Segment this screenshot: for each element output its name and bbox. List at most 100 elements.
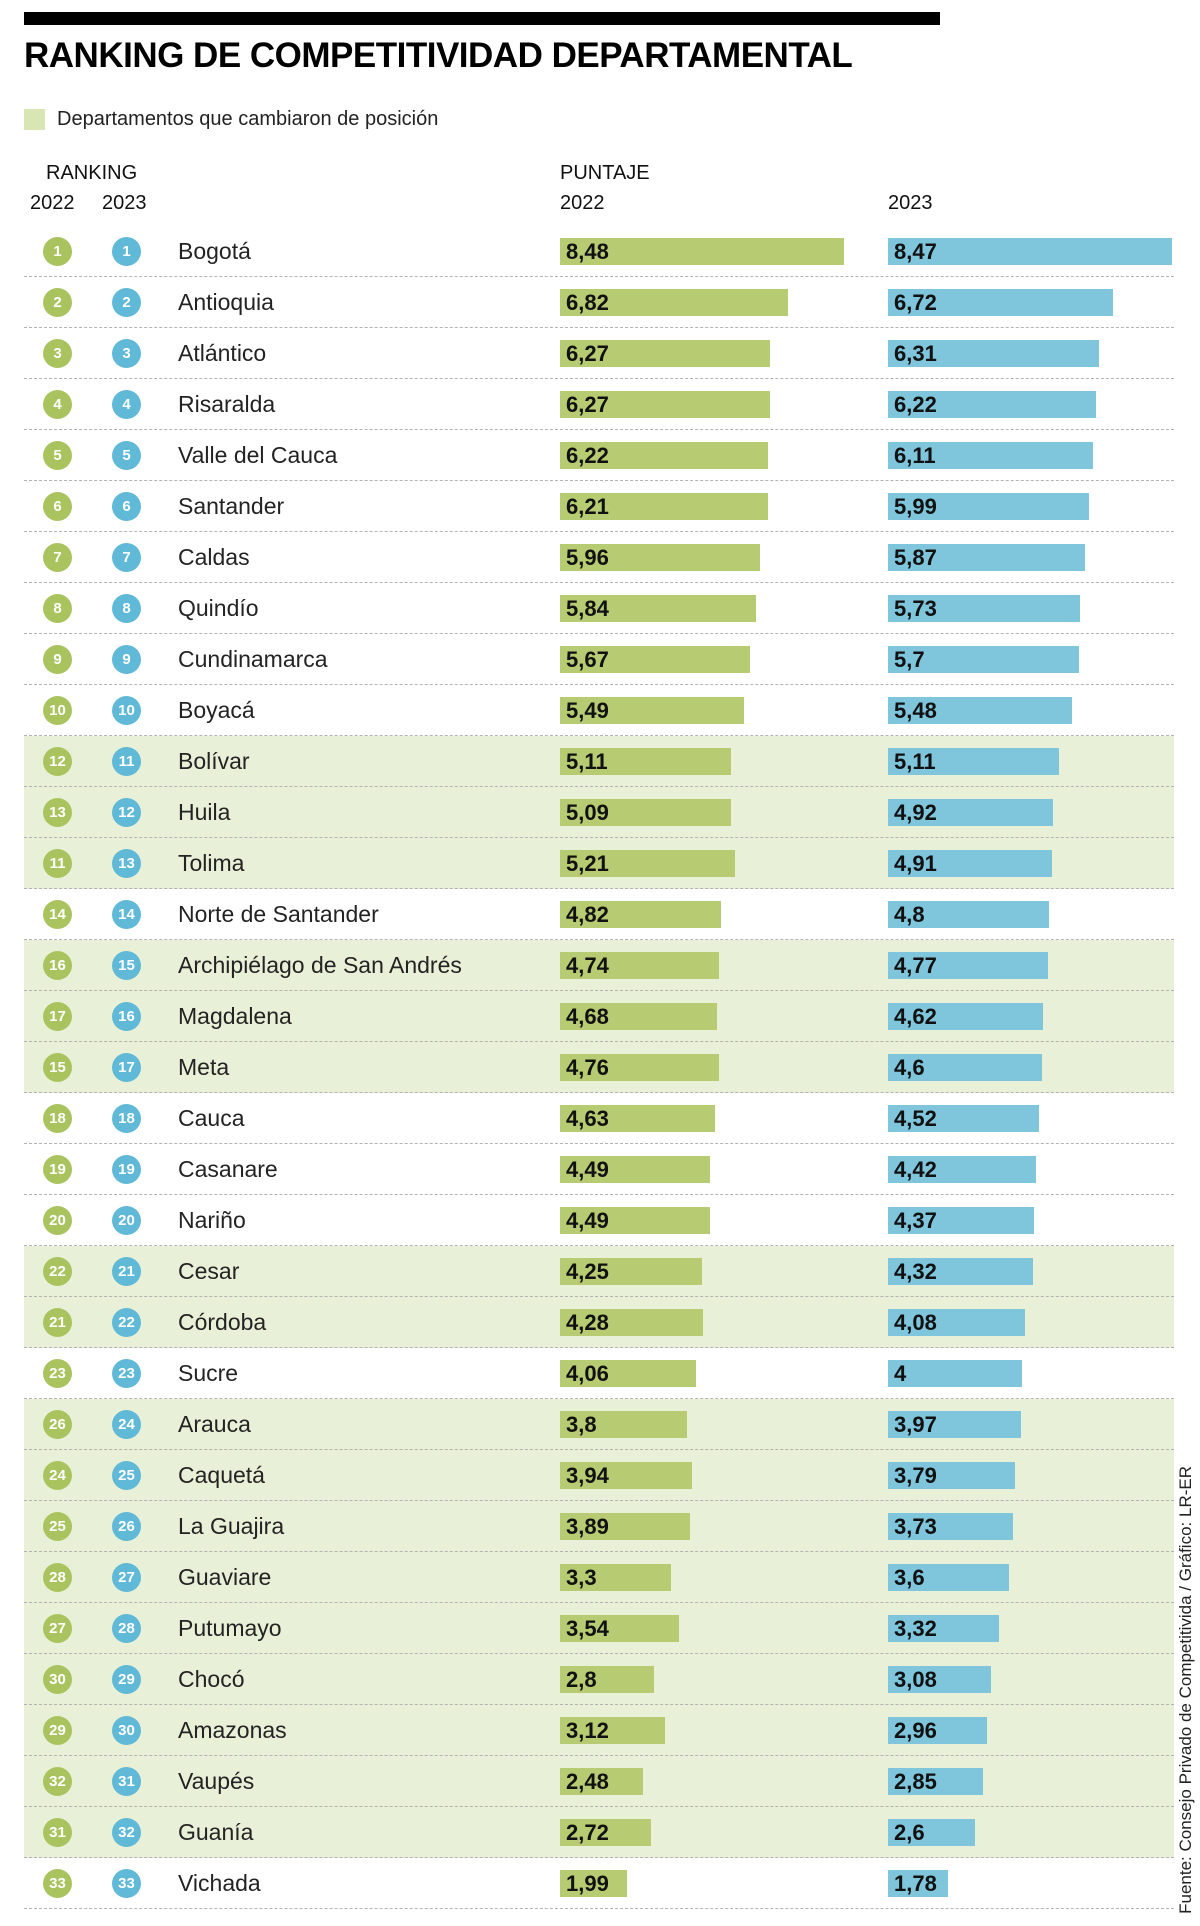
score-2023-label: 3,6 xyxy=(894,1565,925,1590)
department-name: Magdalena xyxy=(178,1003,292,1029)
department-name: Guaviare xyxy=(178,1564,272,1590)
rank-2022-badge: 15 xyxy=(43,1053,72,1082)
score-2023-label: 4,32 xyxy=(894,1259,937,1284)
score-2022-label: 8,48 xyxy=(566,239,609,264)
rank-2022-badge: 5 xyxy=(43,441,72,470)
bar-2022 xyxy=(560,1564,671,1591)
rank-2022-badge: 29 xyxy=(43,1716,72,1745)
rank-2022-badge: 28 xyxy=(43,1563,72,1592)
puntaje-year-2022: 2022 xyxy=(560,192,605,214)
bar-2023 xyxy=(888,289,1113,316)
rank-2022-badge: 11 xyxy=(43,849,72,878)
rank-2023-badge: 5 xyxy=(112,441,141,470)
rank-2023-badge: 29 xyxy=(112,1665,141,1694)
score-2022-label: 3,8 xyxy=(566,1412,597,1437)
bar-2022 xyxy=(560,799,731,826)
table-row: 25 26 La Guajira 3,89 3,73 xyxy=(24,1501,1174,1552)
rank-2023-badge: 2 xyxy=(112,288,141,317)
score-2022-label: 5,67 xyxy=(566,647,609,672)
score-2023-label: 5,7 xyxy=(894,647,925,672)
table-row: 21 22 Córdoba 4,28 4,08 xyxy=(24,1297,1174,1348)
bar-2023 xyxy=(888,340,1099,367)
table-row: 1 1 Bogotá 8,48 8,47 xyxy=(24,226,1174,277)
department-name: Nariño xyxy=(178,1207,246,1233)
bar-2022 xyxy=(560,1768,643,1795)
rank-2023-badge: 32 xyxy=(112,1818,141,1847)
table-row: 31 32 Guanía 2,72 2,6 xyxy=(24,1807,1174,1858)
department-name: Risaralda xyxy=(178,391,276,417)
table-row: 13 12 Huila 5,09 4,92 xyxy=(24,787,1174,838)
score-2022-label: 4,28 xyxy=(566,1310,609,1335)
bar-2022 xyxy=(560,289,788,316)
table-row: 2 2 Antioquia 6,82 6,72 xyxy=(24,277,1174,328)
score-2022-label: 4,82 xyxy=(566,902,609,927)
department-name: Cundinamarca xyxy=(178,646,328,672)
score-2023-label: 4,52 xyxy=(894,1106,937,1131)
rank-2022-badge: 13 xyxy=(43,798,72,827)
top-rule xyxy=(24,12,940,25)
bar-2023 xyxy=(888,442,1093,469)
score-2022-label: 4,49 xyxy=(566,1157,609,1182)
bar-2022 xyxy=(560,646,750,673)
score-2023-label: 4,91 xyxy=(894,851,937,876)
bar-2023 xyxy=(888,646,1079,673)
bar-2023 xyxy=(888,1768,983,1795)
legend-label: Departamentos que cambiaron de posición xyxy=(57,108,439,130)
rank-2023-badge: 26 xyxy=(112,1512,141,1541)
rank-2022-badge: 27 xyxy=(43,1614,72,1643)
rank-2022-badge: 3 xyxy=(43,339,72,368)
bar-2023 xyxy=(888,952,1048,979)
bar-2023 xyxy=(888,1615,999,1642)
rank-2023-badge: 13 xyxy=(112,849,141,878)
rank-2023-badge: 9 xyxy=(112,645,141,674)
score-2023-label: 4,8 xyxy=(894,902,925,927)
department-name: Atlántico xyxy=(178,340,267,366)
rank-2023-badge: 3 xyxy=(112,339,141,368)
bar-2023 xyxy=(888,1360,1022,1387)
department-name: Vichada xyxy=(178,1870,261,1896)
score-2023-label: 5,73 xyxy=(894,596,937,621)
score-2023-label: 4,62 xyxy=(894,1004,937,1029)
department-name: Valle del Cauca xyxy=(178,442,338,468)
table-row: 7 7 Caldas 5,96 5,87 xyxy=(24,532,1174,583)
table-row: 28 27 Guaviare 3,3 3,6 xyxy=(24,1552,1174,1603)
score-2023-label: 4,6 xyxy=(894,1055,925,1080)
department-name: Norte de Santander xyxy=(178,901,379,927)
bar-2023 xyxy=(888,1105,1039,1132)
score-2023-label: 2,96 xyxy=(894,1718,937,1743)
score-2022-label: 4,74 xyxy=(566,953,609,978)
rank-2022-badge: 10 xyxy=(43,696,72,725)
score-2022-label: 6,22 xyxy=(566,443,609,468)
rank-2022-badge: 9 xyxy=(43,645,72,674)
rank-2023-badge: 33 xyxy=(112,1869,141,1898)
score-2022-label: 6,27 xyxy=(566,392,609,417)
rank-2023-badge: 16 xyxy=(112,1002,141,1031)
ranking-table: 1 1 Bogotá 8,48 8,47 2 2 Antioquia 6,82 … xyxy=(24,226,1174,1909)
rank-2023-badge: 15 xyxy=(112,951,141,980)
score-2023-label: 4,42 xyxy=(894,1157,937,1182)
bar-2022 xyxy=(560,493,768,520)
rank-2022-badge: 7 xyxy=(43,543,72,572)
bar-2022 xyxy=(560,1513,690,1540)
rank-2023-badge: 1 xyxy=(112,237,141,266)
score-2022-label: 5,49 xyxy=(566,698,609,723)
rank-2023-badge: 24 xyxy=(112,1410,141,1439)
score-2022-label: 4,06 xyxy=(566,1361,609,1386)
bar-2022 xyxy=(560,850,735,877)
rank-2022-badge: 1 xyxy=(43,237,72,266)
bar-2023 xyxy=(888,1717,987,1744)
score-2023-label: 6,72 xyxy=(894,290,937,315)
bar-2023 xyxy=(888,748,1059,775)
rank-2023-badge: 19 xyxy=(112,1155,141,1184)
department-name: Casanare xyxy=(178,1156,278,1182)
bar-2023 xyxy=(888,850,1052,877)
department-name: Bolívar xyxy=(178,748,250,774)
score-2023-label: 2,6 xyxy=(894,1820,925,1845)
score-2023-label: 6,31 xyxy=(894,341,937,366)
ranking-year-2023: 2023 xyxy=(102,192,147,214)
table-row: 29 30 Amazonas 3,12 2,96 xyxy=(24,1705,1174,1756)
bar-2023 xyxy=(888,697,1072,724)
rank-2022-badge: 25 xyxy=(43,1512,72,1541)
score-2022-label: 5,21 xyxy=(566,851,609,876)
